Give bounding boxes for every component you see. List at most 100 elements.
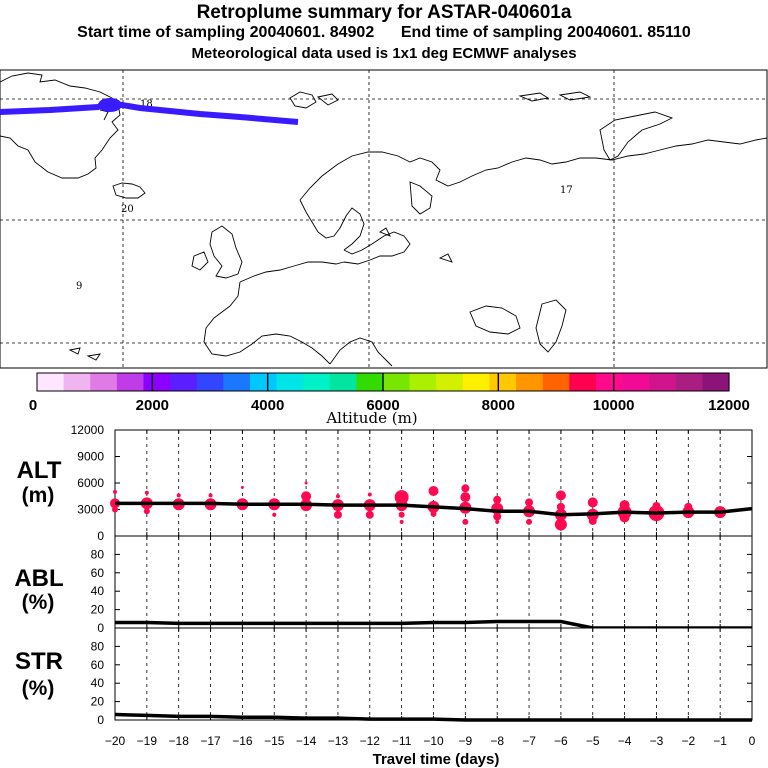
- panel-title: ALT: [17, 457, 62, 484]
- altitude-colorbar: 0 2000 4000 6000 8000 10000 12000 Altitude (m): [29, 372, 750, 427]
- colorbar-tick-label: 10000: [593, 397, 635, 414]
- x-tick-label: −10: [423, 734, 444, 748]
- panel-unit: (m): [22, 484, 55, 507]
- colorbar-tick-label: 4000: [251, 397, 284, 414]
- plume-cluster-marker: [98, 98, 122, 112]
- x-tick-label: −7: [522, 734, 536, 748]
- x-tick-label: −2: [681, 734, 695, 748]
- y-tick-label: 0: [97, 529, 104, 543]
- y-tick-label: 20: [91, 603, 105, 617]
- x-tick-label: −1: [713, 734, 727, 748]
- panel-title: STR: [15, 648, 63, 675]
- x-tick-label: −4: [618, 734, 632, 748]
- altitude-spread-point: [399, 519, 404, 524]
- y-tick-label: 0: [97, 713, 104, 727]
- altitude-spread-point: [460, 492, 471, 503]
- altitude-spread-point: [304, 481, 308, 485]
- x-tick-label: −9: [459, 734, 473, 748]
- x-tick-label: −18: [169, 734, 190, 748]
- altitude-spread-point: [461, 484, 470, 493]
- panel-title: ABL: [14, 565, 63, 592]
- plume-day-labels: 18 20 17 9: [76, 99, 573, 292]
- panel-unit: (%): [22, 677, 55, 700]
- colorbar-swatch: [329, 373, 357, 391]
- x-tick-label: −20: [105, 734, 126, 748]
- coastlines: [0, 72, 768, 367]
- altitude-spread-point: [240, 485, 244, 489]
- altitude-spread-point: [526, 518, 533, 525]
- altitude-spread-point: [493, 495, 502, 504]
- x-tick-label: −19: [137, 734, 158, 748]
- x-tick-label: −5: [586, 734, 600, 748]
- colorbar-axis-label: Altitude (m): [325, 409, 417, 427]
- y-tick-label: 60: [91, 566, 105, 580]
- y-tick-label: 6000: [77, 476, 104, 490]
- colorbar-swatch: [249, 373, 278, 391]
- plume-day-label: 20: [121, 204, 134, 215]
- plume-day-label: 18: [140, 99, 153, 110]
- y-tick-label: 40: [91, 676, 105, 690]
- altitude-spread-point: [619, 512, 630, 523]
- colorbar-swatch: [90, 373, 118, 391]
- altitude-spread-point: [367, 492, 372, 497]
- x-tick-label: −14: [296, 734, 317, 748]
- x-tick-label: 0: [749, 734, 756, 748]
- altitude-spread-point: [272, 512, 277, 517]
- plume-day-label: 9: [76, 281, 82, 292]
- altitude-spread-point: [335, 494, 340, 499]
- altitude-spread-point: [684, 502, 693, 511]
- altitude-spread-point: [588, 516, 597, 525]
- altitude-spread-point: [428, 485, 439, 496]
- y-tick-label: 80: [91, 639, 105, 653]
- colorbar-swatch: [436, 373, 464, 391]
- colorbar-swatch: [143, 373, 171, 391]
- x-tick-label: −16: [232, 734, 253, 748]
- altitude-spread-point: [301, 491, 312, 502]
- alt-panel: 0 3000 6000 9000 12000 ALT(m): [17, 423, 753, 543]
- str-fraction-line: [114, 712, 752, 722]
- colorbar-tick-label: 0: [29, 397, 37, 414]
- colorbar-tick-label: 8000: [482, 397, 515, 414]
- colorbar-tick-label: 6000: [366, 397, 399, 414]
- altitude-spread-point: [556, 502, 565, 511]
- x-tick-label: −6: [554, 734, 568, 748]
- plume-map: 18 20 17 9: [0, 69, 768, 369]
- x-tick-label: −11: [392, 734, 412, 748]
- altitude-spread-point: [144, 490, 149, 495]
- map-gridlines: [0, 70, 767, 368]
- altitude-spread-point: [430, 510, 437, 517]
- y-tick-label: 60: [91, 658, 105, 672]
- colorbar-swatch: [516, 373, 544, 391]
- altitude-spread-point: [112, 506, 118, 513]
- altitude-spread-point: [176, 493, 181, 498]
- altitude-spread-point: [462, 518, 469, 525]
- colorbar-tick-label: 2000: [136, 397, 169, 414]
- y-tick-label: 0: [97, 621, 104, 635]
- panel-unit: (%): [22, 591, 55, 614]
- colorbar-swatch: [462, 373, 491, 391]
- colorbar-swatch: [383, 373, 411, 391]
- colorbar-swatch: [649, 373, 677, 391]
- colorbar-swatch: [303, 373, 331, 391]
- altitude-spread-point: [652, 501, 661, 510]
- colorbar-swatch: [569, 373, 597, 391]
- altitude-spread-point: [113, 489, 117, 494]
- colorbar-swatch: [675, 373, 703, 391]
- colorbar-swatch: [170, 373, 198, 391]
- altitude-spread-point: [208, 493, 213, 498]
- x-tick-label: −3: [650, 734, 664, 748]
- altitude-spread-point: [619, 500, 630, 511]
- altitude-spread-point: [333, 510, 342, 519]
- altitude-spread-point: [365, 510, 374, 519]
- map-frame: [0, 69, 768, 369]
- altitude-spread-point: [143, 508, 150, 515]
- y-tick-label: 40: [91, 584, 105, 598]
- y-tick-label: 80: [91, 547, 105, 561]
- altitude-median-line: [115, 501, 753, 517]
- colorbar-swatch: [196, 373, 224, 391]
- x-tick-label: −12: [360, 734, 381, 748]
- y-tick-label: 9000: [77, 450, 104, 464]
- colorbar-swatch: [542, 373, 570, 391]
